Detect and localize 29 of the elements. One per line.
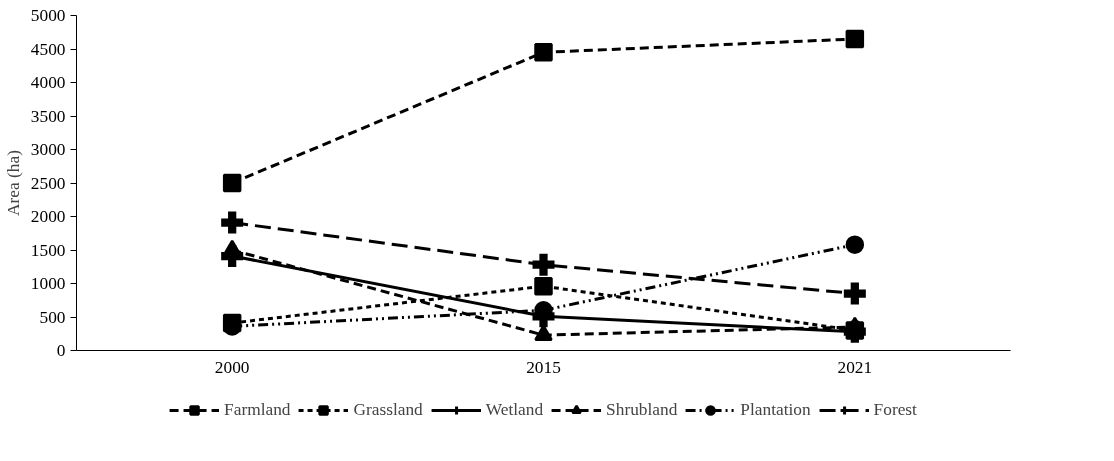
y-tick-label: 500	[39, 307, 66, 327]
point	[532, 253, 555, 276]
x-tick-label: 2000	[214, 357, 250, 377]
point	[845, 29, 865, 49]
y-axis-title: Area (ha)	[3, 149, 23, 216]
y-tick-label: 3000	[30, 140, 66, 159]
y-tick-label: 5000	[30, 6, 66, 25]
y-tick-label: 4000	[30, 73, 66, 92]
legend-label: Grassland	[353, 400, 423, 420]
legend-label: Shrubland	[606, 400, 678, 420]
point	[534, 43, 553, 62]
x-tick-label: 2021	[837, 357, 873, 377]
legend-label: Farmland	[224, 400, 291, 420]
point	[222, 173, 242, 193]
point	[843, 282, 866, 305]
y-tick-label: 2000	[30, 207, 66, 226]
legend-label: Plantation	[740, 400, 811, 420]
legend-label: Forest	[873, 400, 917, 420]
y-tick-label: 1500	[30, 240, 66, 260]
point	[534, 276, 553, 296]
y-tick-label: 3500	[30, 106, 66, 126]
x-tick-label: 2015	[526, 357, 561, 377]
point	[845, 235, 865, 254]
legend-label: Wetland	[485, 400, 544, 420]
point	[221, 211, 244, 234]
y-tick-label: 1000	[30, 274, 66, 293]
y-tick-label: 0	[56, 341, 66, 360]
y-tick-label: 2500	[30, 173, 66, 193]
y-tick-label: 4500	[30, 39, 66, 59]
